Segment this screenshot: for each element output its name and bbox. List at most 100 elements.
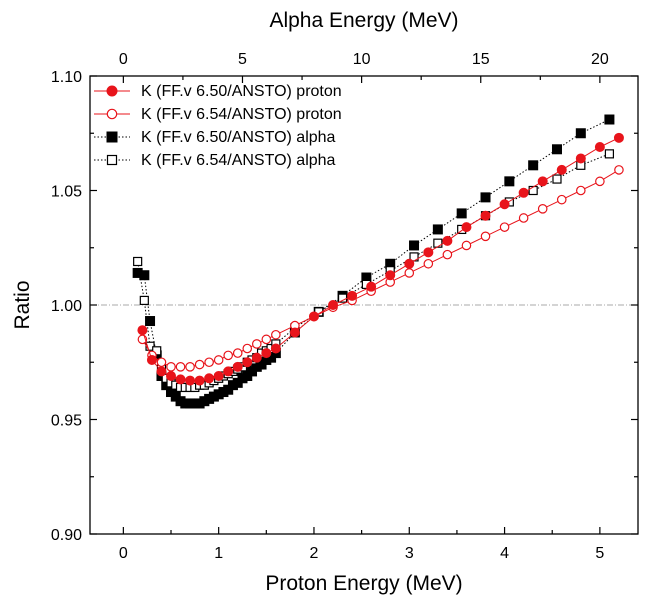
series-3 <box>132 114 615 409</box>
data-point <box>552 174 562 184</box>
data-point <box>261 334 272 345</box>
x-tick-label: 2 <box>310 545 319 562</box>
data-point <box>575 128 586 139</box>
data-point <box>499 199 510 210</box>
data-point <box>133 256 143 267</box>
data-point <box>499 222 510 232</box>
y-axis-label: Ratio <box>11 280 34 329</box>
data-point <box>242 357 253 368</box>
y-tick-label: 1.05 <box>51 184 82 201</box>
data-point <box>385 270 396 281</box>
data-point <box>461 222 472 233</box>
data-point <box>576 185 586 196</box>
data-point <box>223 366 234 377</box>
data-point <box>556 194 567 205</box>
y-tick-label: 0.95 <box>51 413 82 430</box>
data-point <box>433 238 443 248</box>
data-point <box>185 362 195 372</box>
legend-marker <box>106 85 118 97</box>
data-point <box>366 281 377 292</box>
x2-tick-label: 20 <box>591 51 609 68</box>
data-point <box>223 350 233 361</box>
data-point <box>251 352 262 363</box>
data-point <box>232 348 243 358</box>
data-point <box>423 258 434 269</box>
x-tick-label: 5 <box>595 545 604 562</box>
data-point <box>232 361 243 372</box>
data-point <box>613 132 624 143</box>
data-point <box>604 114 615 125</box>
y-tick-label: 0.90 <box>51 527 82 544</box>
data-point <box>537 176 548 187</box>
data-point <box>404 258 415 269</box>
y-tick-label: 1.00 <box>51 298 82 315</box>
data-point <box>156 366 167 377</box>
data-point <box>423 247 434 258</box>
data-point <box>308 311 319 322</box>
series-1 <box>137 132 624 386</box>
data-point <box>518 187 529 198</box>
x-axis-label: Proton Energy (MeV) <box>265 572 462 595</box>
data-point <box>194 359 205 370</box>
x-tick-label: 1 <box>214 545 223 562</box>
data-point <box>595 176 605 187</box>
data-point <box>139 270 150 281</box>
data-point <box>328 300 339 310</box>
data-point <box>594 141 605 152</box>
data-point <box>146 354 157 365</box>
data-point <box>175 362 186 372</box>
data-point <box>528 185 538 196</box>
data-point <box>480 192 491 203</box>
legend: K (FF.v 6.50/ANSTO) proton K (FF.v 6.54/A… <box>94 83 342 169</box>
data-point <box>518 213 529 223</box>
data-point <box>156 357 167 368</box>
data-point <box>289 327 300 338</box>
data-point <box>409 240 420 251</box>
ticks-layer: 0 1 2 3 4 5 0 5 10 15 20 0.90 0.95 1.00 1.05 1.10 <box>51 51 638 562</box>
data-point <box>528 160 539 171</box>
legend-item: K (FF.v 6.54/ANSTO) proton <box>94 106 342 123</box>
data-point <box>145 316 156 327</box>
legend-label: K (FF.v 6.54/ANSTO) alpha <box>141 152 336 169</box>
data-point <box>480 231 491 242</box>
data-point <box>194 375 205 386</box>
data-point <box>537 204 548 214</box>
data-point <box>504 176 515 187</box>
data-point <box>204 357 214 368</box>
data-point <box>204 373 215 384</box>
data-point <box>347 290 358 301</box>
legend-item: K (FF.v 6.50/ANSTO) alpha <box>94 129 336 146</box>
data-point <box>551 144 562 155</box>
data-point <box>604 149 615 159</box>
data-point <box>575 153 586 164</box>
data-point <box>213 370 224 381</box>
x2-tick-label: 10 <box>353 51 371 68</box>
series-layer <box>132 114 624 409</box>
data-point <box>213 355 224 365</box>
legend-item: K (FF.v 6.50/ANSTO) proton <box>94 83 342 100</box>
data-point <box>242 343 253 354</box>
legend-label: K (FF.v 6.50/ANSTO) alpha <box>141 129 336 146</box>
y-tick-label: 1.10 <box>51 69 82 86</box>
data-point <box>614 165 624 175</box>
data-point <box>261 348 272 359</box>
data-point <box>271 329 281 340</box>
data-point <box>432 224 443 235</box>
x-tick-label: 3 <box>405 545 414 562</box>
data-point <box>185 375 196 386</box>
x2-tick-label: 15 <box>472 51 490 68</box>
data-point <box>480 210 491 221</box>
data-point <box>442 249 453 260</box>
x-tick-label: 4 <box>500 545 509 562</box>
data-point <box>270 343 281 354</box>
legend-item: K (FF.v 6.54/ANSTO) alpha <box>94 152 336 169</box>
data-point <box>404 268 415 278</box>
data-point <box>139 295 149 306</box>
legend-label: K (FF.v 6.54/ANSTO) proton <box>141 106 342 123</box>
legend-marker <box>106 131 118 143</box>
x2-tick-label: 0 <box>119 51 128 68</box>
data-point <box>461 240 472 251</box>
data-point <box>556 164 567 175</box>
legend-marker <box>106 108 118 120</box>
